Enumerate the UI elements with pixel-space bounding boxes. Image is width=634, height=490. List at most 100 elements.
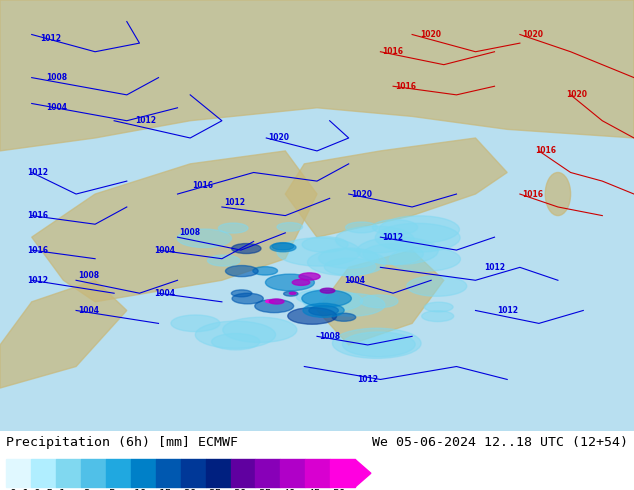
Ellipse shape [229,220,264,232]
Text: 1016: 1016 [522,190,543,198]
Ellipse shape [318,291,352,302]
Ellipse shape [226,252,276,270]
Text: 1020: 1020 [268,133,290,143]
Bar [156,460,181,487]
Ellipse shape [545,172,571,216]
Ellipse shape [224,296,254,306]
Bar [81,460,106,487]
Ellipse shape [316,270,333,276]
Text: 1008: 1008 [78,271,100,280]
Ellipse shape [421,301,448,310]
Polygon shape [355,460,371,487]
Text: 1004: 1004 [154,245,176,255]
Ellipse shape [307,270,327,277]
Ellipse shape [327,308,368,322]
Bar [330,460,355,487]
Ellipse shape [184,235,229,250]
Text: 1004: 1004 [78,306,100,315]
Ellipse shape [264,251,308,266]
Ellipse shape [205,242,251,257]
Text: 1020: 1020 [522,30,543,39]
Text: 1012: 1012 [357,375,378,384]
Ellipse shape [339,267,394,285]
Ellipse shape [320,288,399,315]
Text: 1012: 1012 [27,168,49,177]
Text: 1008: 1008 [179,228,201,237]
Ellipse shape [230,280,258,290]
Text: 1012: 1012 [496,306,518,315]
Ellipse shape [402,269,470,292]
Ellipse shape [280,269,291,272]
Text: 1012: 1012 [27,276,49,285]
Text: 1012: 1012 [224,198,245,207]
Ellipse shape [396,271,469,296]
Polygon shape [285,138,507,237]
Polygon shape [32,151,317,302]
Ellipse shape [335,217,367,228]
Ellipse shape [351,266,404,284]
Ellipse shape [388,321,460,345]
Ellipse shape [171,266,217,282]
Polygon shape [0,0,634,151]
Text: 1012: 1012 [382,233,404,242]
Ellipse shape [259,298,294,310]
Bar [31,460,56,487]
Ellipse shape [261,274,273,279]
Ellipse shape [410,222,448,235]
Bar [305,460,330,487]
Ellipse shape [309,241,348,254]
Text: 1020: 1020 [420,30,442,39]
Ellipse shape [276,284,295,290]
Bar [56,460,81,487]
Text: 1016: 1016 [382,47,404,56]
Text: 1016: 1016 [27,245,49,255]
Ellipse shape [274,301,301,310]
Ellipse shape [249,316,311,337]
Ellipse shape [264,256,309,271]
Polygon shape [0,280,127,388]
Ellipse shape [385,285,430,300]
Ellipse shape [318,245,386,269]
Ellipse shape [270,265,307,278]
Ellipse shape [333,272,372,285]
Ellipse shape [329,291,346,296]
Text: 1004: 1004 [46,103,68,112]
Ellipse shape [375,280,422,295]
Text: Precipitation (6h) [mm] ECMWF: Precipitation (6h) [mm] ECMWF [6,436,238,449]
Ellipse shape [245,310,320,335]
Bar [256,460,280,487]
Text: 1016: 1016 [534,147,556,155]
Text: 1012: 1012 [484,263,505,272]
Text: 1004: 1004 [154,289,176,298]
Text: We 05-06-2024 12..18 UTC (12+54): We 05-06-2024 12..18 UTC (12+54) [372,436,628,449]
Text: 1020: 1020 [566,90,588,99]
Ellipse shape [268,319,333,342]
Bar [131,460,156,487]
Text: 1008: 1008 [46,73,68,82]
Text: 1016: 1016 [395,82,417,91]
Text: 1016: 1016 [192,181,214,190]
Text: 1016: 1016 [27,211,49,220]
Bar [181,460,205,487]
Ellipse shape [403,270,471,293]
Bar [280,460,305,487]
Bar [106,460,131,487]
Ellipse shape [289,269,331,283]
Bar [205,460,231,487]
Ellipse shape [275,235,299,243]
Ellipse shape [233,234,262,244]
Text: 1020: 1020 [351,190,372,198]
Text: 1008: 1008 [319,332,340,341]
Ellipse shape [310,216,377,239]
Polygon shape [317,250,444,345]
Bar [231,460,256,487]
Ellipse shape [318,292,352,303]
Ellipse shape [234,258,259,266]
Ellipse shape [268,271,306,284]
Bar [6,460,31,487]
Ellipse shape [275,308,287,312]
Ellipse shape [236,249,257,257]
Text: 1004: 1004 [344,276,366,285]
Ellipse shape [387,330,439,348]
Ellipse shape [210,274,253,289]
